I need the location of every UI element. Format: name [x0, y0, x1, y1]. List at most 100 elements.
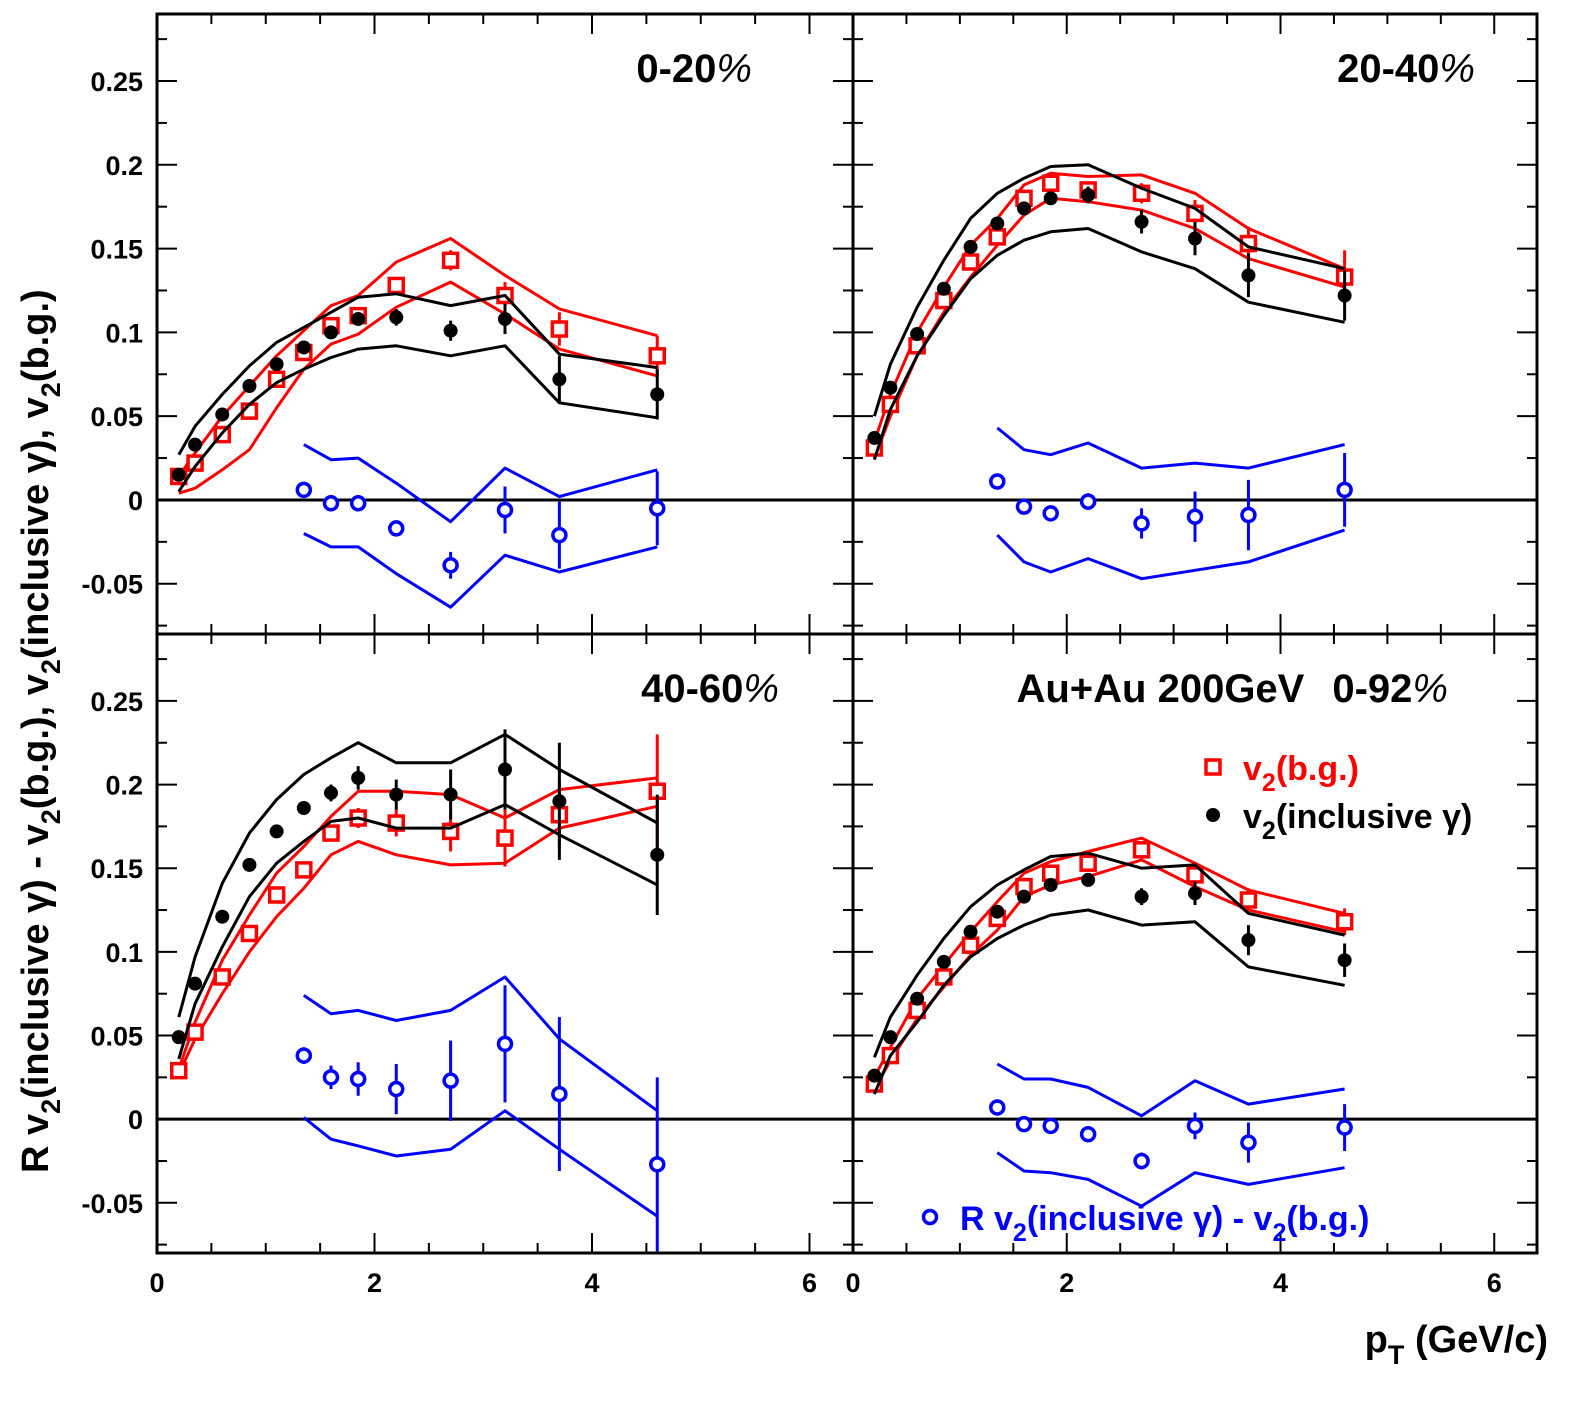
panels: 0-20% 20-40% 40-60% Au+Au 200GeV 0-92% [156, 14, 1537, 1253]
data-point-circle [551, 526, 568, 544]
system-label: Au+Au 200GeV [1016, 667, 1304, 711]
series-incl [171, 292, 665, 493]
data-point-circle [1015, 498, 1033, 515]
data-point-dot [1337, 288, 1352, 303]
data-point-dot [1188, 886, 1202, 901]
data-point-dot [324, 785, 338, 800]
centrality-unit: % [1412, 667, 1448, 711]
data-point-circle [1336, 481, 1353, 499]
data-point-dot [498, 762, 512, 777]
y-axis-title-part: (b.g.), v [15, 674, 57, 809]
data-point-circle [496, 1035, 514, 1053]
legend-label-part: R v [960, 1200, 1013, 1238]
data-point-dot [389, 787, 404, 802]
data-point-square [496, 829, 514, 847]
systematic-band-lower [872, 227, 1345, 461]
data-point-dot [990, 904, 1005, 919]
series-diff [989, 1062, 1353, 1208]
data-point-circle [322, 1069, 340, 1086]
data-point-dot [990, 216, 1005, 231]
data-point-square [322, 824, 340, 842]
series-diff [295, 975, 666, 1252]
data-point-circle [1186, 1117, 1204, 1135]
panel-label: Au+Au 200GeV 0-92% [1016, 667, 1448, 711]
axes-labels: -0.05 0 0.05 0.1 0.15 0.2 0.25 -0.05 0 0.05 0.1 0.1… [15, 67, 1548, 1370]
data-point-circle [1133, 515, 1150, 532]
data-point-square [961, 936, 980, 954]
y-tick-label: 0 [128, 486, 143, 516]
legend-label-sub: 2 [1262, 769, 1276, 797]
data-point-circle [551, 1085, 568, 1103]
systematic-band-upper [873, 851, 1345, 1058]
legend-marker-dot [1206, 808, 1220, 822]
data-point-square [1335, 913, 1354, 931]
y-tick-label: 0.1 [105, 318, 143, 348]
data-point-dot [552, 794, 567, 809]
data-point-circle [295, 481, 313, 499]
data-point-dot [351, 770, 366, 785]
data-point-circle [649, 1156, 666, 1173]
data-point-dot [296, 340, 311, 355]
legend-label-part: v [1243, 798, 1262, 836]
panel-label: 40-60% [641, 667, 779, 711]
systematic-band-lower [177, 344, 658, 493]
y-tick-label: 0.1 [105, 938, 143, 968]
data-point-square [648, 347, 666, 365]
data-point-square [550, 320, 569, 338]
systematic-band-upper [996, 1062, 1345, 1118]
data-point-square [295, 861, 313, 879]
x-tick-label: 4 [1273, 1268, 1288, 1298]
data-point-dot [936, 281, 951, 296]
legend-marker-circle [921, 1208, 939, 1226]
data-point-circle [1133, 1152, 1150, 1170]
legend: v2(b.g.)v2(inclusive γ)R v2(inclusive γ)… [921, 750, 1472, 1247]
legend-label-sub: 2 [1262, 817, 1276, 845]
systematic-band-lower [996, 528, 1346, 581]
x-axis-title-rest: (GeV/c) [1404, 1319, 1548, 1361]
data-point-dot [171, 467, 186, 482]
x-axis-title-main: p [1365, 1319, 1388, 1361]
plot-frame [155, 12, 1539, 1255]
data-point-dot [1241, 268, 1256, 283]
y-tick-label: 0 [128, 1105, 143, 1135]
systematic-band-upper [872, 163, 1345, 417]
legend-label-part: (b.g.) [1276, 750, 1359, 788]
data-point-dot [1043, 191, 1058, 206]
data-point-circle [349, 1070, 367, 1088]
data-point-dot [171, 1030, 186, 1045]
data-point-dot [1188, 231, 1202, 246]
data-point-circle [989, 473, 1006, 490]
systematic-band-upper [303, 443, 658, 524]
data-point-circle [1042, 1117, 1059, 1135]
y-axis-title-part: R v [15, 1114, 57, 1173]
data-point-dot [269, 824, 284, 839]
data-point-dot [215, 407, 230, 422]
data-point-dot [351, 311, 366, 326]
data-point-square [240, 924, 259, 943]
x-tick-label: 0 [149, 1268, 164, 1298]
y-axis-title: R v2(inclusive γ) - v2(b.g.), v2(inclusi… [15, 289, 66, 1173]
centrality-value: 0-20 [636, 47, 716, 91]
x-tick-label: 6 [802, 1268, 817, 1298]
panel-label: 20-40% [1337, 47, 1475, 91]
data-point-circle [496, 501, 514, 519]
data-point-dot [1043, 877, 1058, 892]
series-diff [989, 426, 1353, 581]
data-point-circle [1015, 1115, 1033, 1133]
data-point-dot [1134, 889, 1149, 904]
y-tick-label: 0.25 [90, 687, 143, 717]
y-axis-title-part: (inclusive γ), v [15, 397, 57, 659]
legend-entry-bg: v2(b.g.) [1204, 750, 1359, 797]
data-point-square [441, 251, 460, 270]
y-tick-label: 0.25 [90, 67, 143, 97]
data-point-circle [442, 557, 459, 574]
data-point-dot [883, 380, 898, 395]
y-axis-title-sub: 2 [36, 809, 66, 824]
data-point-square [267, 886, 286, 904]
systematic-band-upper [996, 426, 1345, 470]
centrality-value: 0-92 [1332, 667, 1412, 711]
data-point-dot [215, 909, 230, 924]
data-point-square [170, 1061, 188, 1080]
y-axis-title-sub: 2 [36, 659, 66, 674]
legend-label-part: (inclusive γ) - v [1027, 1200, 1273, 1238]
